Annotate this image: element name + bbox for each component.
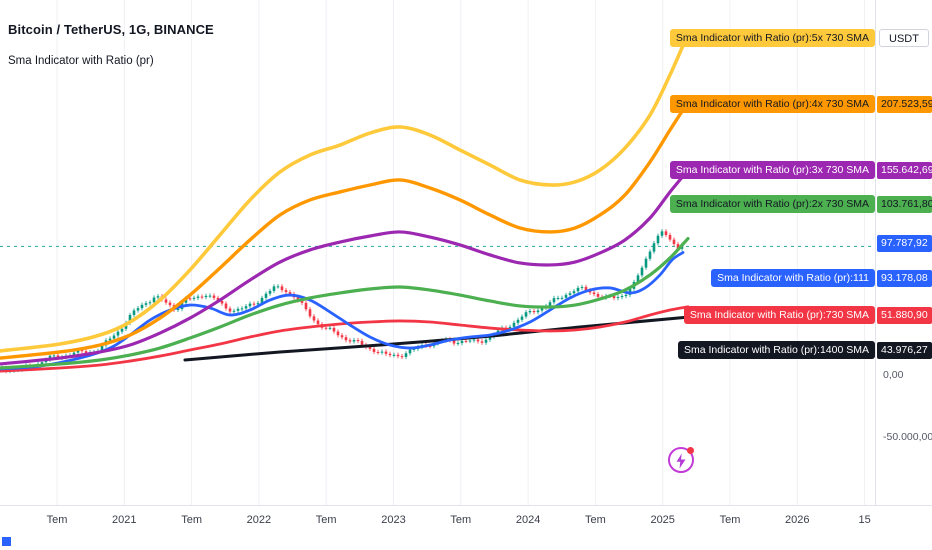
sma-line bbox=[183, 315, 690, 362]
chart-canvas[interactable] bbox=[0, 0, 875, 505]
time-axis-label: 15 bbox=[858, 514, 871, 526]
symbol-title[interactable]: Bitcoin / TetherUS, 1G, BINANCE bbox=[8, 22, 214, 37]
indicator-title[interactable]: Sma Indicator with Ratio (pr) bbox=[8, 55, 154, 67]
flash-button[interactable] bbox=[668, 447, 694, 473]
time-axis-label: 2022 bbox=[246, 514, 272, 526]
sma-line bbox=[0, 100, 690, 360]
time-axis-label: Tem bbox=[181, 514, 202, 526]
time-axis-label: 2025 bbox=[650, 514, 675, 526]
time-axis-label: Tem bbox=[585, 514, 606, 526]
time-axis-label: 2023 bbox=[381, 514, 406, 526]
chart-legend: Bitcoin / TetherUS, 1G, BINANCE Sma Indi… bbox=[8, 22, 214, 67]
time-axis-label: 2021 bbox=[112, 514, 137, 526]
currency-unit-box: USDT bbox=[879, 29, 929, 47]
chart-plot-area[interactable]: Bitcoin / TetherUS, 1G, BINANCE Sma Indi… bbox=[0, 0, 875, 505]
time-axis-label: Tem bbox=[46, 514, 68, 526]
time-axis-label: 2024 bbox=[515, 514, 541, 526]
time-axis-label: Tem bbox=[315, 514, 337, 526]
price-axis[interactable]: USDT bbox=[875, 0, 932, 505]
time-axis-marker bbox=[2, 537, 11, 546]
time-axis-label: 2026 bbox=[785, 514, 810, 526]
time-axis[interactable]: Tem 2021 Tem 2022 Tem 2023 Tem 2024 Tem 2025 Tem 20… bbox=[0, 505, 932, 550]
sma-line bbox=[0, 305, 690, 373]
notification-dot-icon bbox=[687, 447, 694, 454]
lightning-icon bbox=[670, 452, 692, 470]
sma-line bbox=[0, 32, 690, 353]
sma-line bbox=[0, 168, 690, 366]
time-axis-label: Tem bbox=[450, 514, 472, 526]
sma-line bbox=[0, 251, 685, 371]
sma-line bbox=[0, 236, 690, 370]
time-axis-label: Tem bbox=[719, 514, 741, 526]
